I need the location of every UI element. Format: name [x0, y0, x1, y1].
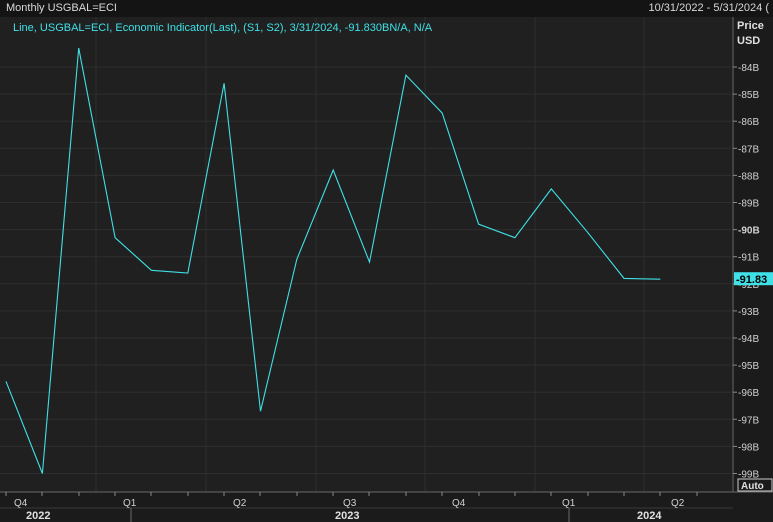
y-tick-label: -85B	[738, 90, 759, 101]
quarter-label: Q2	[233, 498, 247, 509]
y-tick-label: -95B	[738, 361, 759, 372]
y-tick-label: -90B	[738, 226, 760, 237]
data-point	[41, 472, 43, 474]
y-tick-label: -86B	[738, 117, 759, 128]
data-point	[5, 380, 7, 382]
quarter-label: Q2	[671, 498, 685, 509]
quarter-label: Q3	[343, 498, 357, 509]
y-tick-label: -99B	[738, 470, 759, 481]
chart-title: Monthly USGBAL=ECI	[6, 2, 117, 14]
quarter-label: Q1	[123, 498, 137, 509]
legend-text: Line, USGBAL=ECI, Economic Indicator(Las…	[13, 22, 433, 34]
grid-lines	[0, 17, 732, 492]
line-chart[interactable]: Line, USGBAL=ECI, Economic Indicator(Las…	[0, 17, 773, 522]
data-point	[296, 258, 298, 260]
y-tick-label: -88B	[738, 171, 759, 182]
y-tick-label: -93B	[738, 307, 759, 318]
last-value-badge: -91.83	[734, 272, 773, 286]
data-point	[78, 47, 80, 49]
data-point	[114, 237, 116, 239]
series-line	[5, 47, 661, 474]
data-point	[477, 223, 479, 225]
y-tick-label: -96B	[738, 388, 759, 399]
y-tick-label: -87B	[738, 144, 759, 155]
y-tick-label: -98B	[738, 442, 759, 453]
y-tick-label: -84B	[738, 63, 759, 74]
data-point	[259, 410, 261, 412]
data-point	[405, 74, 407, 76]
year-label: 2023	[335, 510, 359, 522]
data-point	[441, 112, 443, 114]
auto-button[interactable]: Auto	[737, 478, 773, 492]
auto-label: Auto	[741, 481, 764, 492]
y-tick-label: -97B	[738, 415, 759, 426]
data-point	[586, 231, 588, 233]
data-point	[368, 261, 370, 263]
data-point	[332, 169, 334, 171]
data-point	[623, 277, 625, 279]
top-bar: Monthly USGBAL=ECI 10/31/2022 - 5/31/202…	[0, 0, 773, 17]
data-point	[514, 237, 516, 239]
quarter-label: Q4	[14, 498, 28, 509]
currency-label: USD	[737, 35, 760, 47]
date-range[interactable]: 10/31/2022 - 5/31/2024 (	[648, 2, 769, 14]
year-label: 2022	[26, 510, 50, 522]
last-value-label: -91.83	[736, 274, 767, 286]
y-tick-label: -94B	[738, 334, 759, 345]
x-axis	[0, 491, 773, 509]
y-tick-label: -92B	[738, 280, 759, 291]
quarter-label: Q1	[562, 498, 576, 509]
data-point	[187, 272, 189, 274]
data-point	[223, 82, 225, 84]
y-tick-label: -91B	[738, 253, 759, 264]
year-label: 2024	[637, 510, 662, 522]
y-axis: Price USD	[732, 17, 764, 492]
price-label: Price	[737, 20, 764, 32]
y-tick-label: -89B	[738, 199, 759, 210]
quarter-label: Q4	[452, 498, 466, 509]
data-point	[150, 269, 152, 271]
data-point	[659, 278, 661, 280]
data-point	[550, 188, 552, 190]
